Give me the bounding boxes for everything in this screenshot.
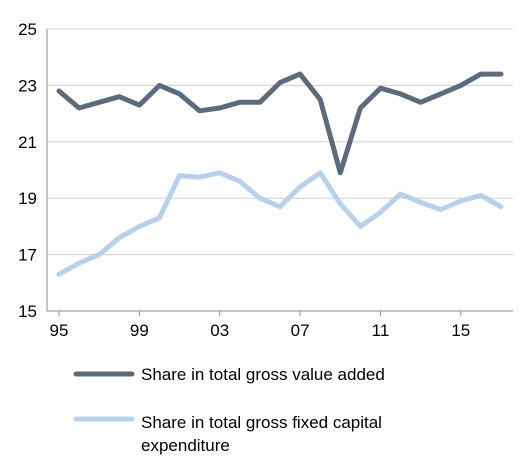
y-tick-label: 21 (18, 133, 37, 152)
y-axis: 25 23 21 19 17 15 (18, 20, 48, 321)
legend-label: Share in total gross fixed capital (141, 413, 382, 432)
series-lines (56, 71, 504, 277)
legend: Share in total gross value added Share in… (73, 365, 385, 455)
y-tick-label: 23 (18, 76, 37, 95)
legend-label: expenditure (141, 436, 230, 455)
legend-label: Share in total gross value added (141, 365, 385, 384)
legend-item: Share in total gross value added (73, 365, 385, 384)
x-tick-label: 99 (130, 321, 149, 340)
x-axis: 95 99 03 07 11 15 (47, 310, 513, 340)
x-tick-label: 03 (210, 321, 229, 340)
x-tick-label: 11 (372, 321, 390, 340)
y-tick-label: 17 (18, 246, 37, 265)
x-tick-label: 15 (451, 321, 470, 340)
y-tick-label: 15 (18, 302, 37, 321)
y-tick-label: 19 (18, 189, 37, 208)
grid-lines (47, 28, 513, 256)
series-line-gross-fixed-capital-expenditure (56, 170, 504, 277)
x-tick-label: 95 (50, 321, 69, 340)
series-line-gross-value-added (56, 71, 504, 176)
legend-item: Share in total gross fixed capital expend… (73, 413, 382, 455)
y-tick-label: 25 (18, 20, 37, 39)
x-tick-label: 07 (291, 321, 310, 340)
